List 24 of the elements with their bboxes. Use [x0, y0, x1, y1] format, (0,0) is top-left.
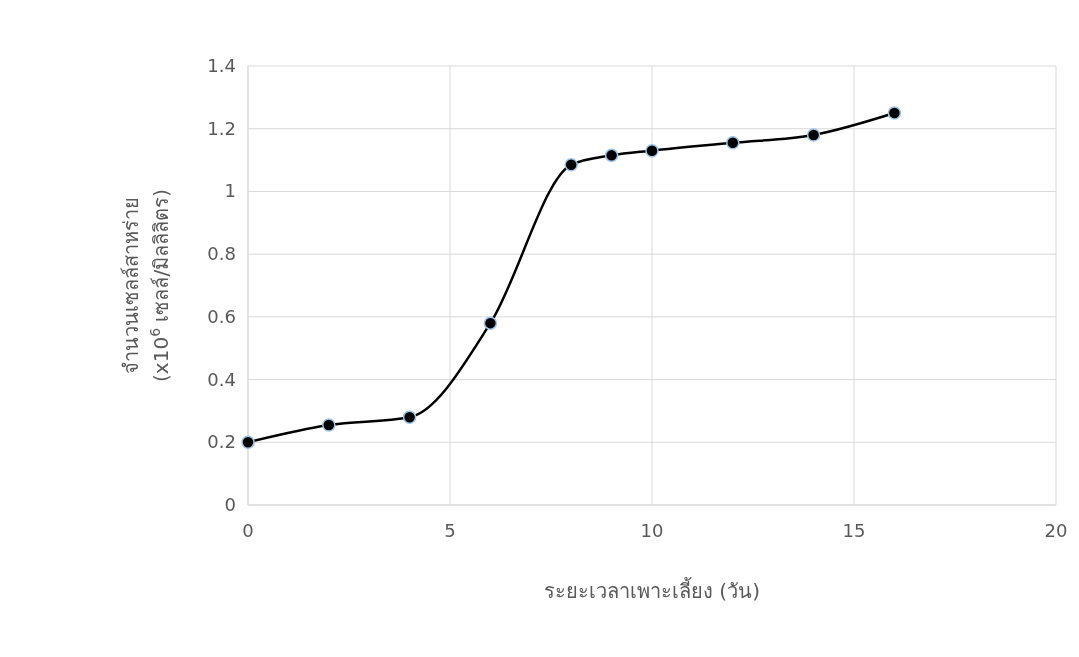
point	[806, 128, 821, 142]
point	[726, 136, 740, 150]
x-tick-label: 15	[842, 520, 866, 541]
y-tick-label: 1.2	[207, 117, 236, 139]
point	[402, 410, 417, 424]
point	[241, 435, 255, 450]
y-tick-label: 1	[224, 180, 236, 202]
point	[645, 143, 659, 158]
y-tick-label: 0.4	[207, 368, 236, 390]
x-axis-title: ระยะเวลาเพาะเลี้ยง (วัน)	[544, 577, 760, 603]
y-tick-label: 0.6	[207, 305, 236, 327]
y-tick-label: 0.8	[207, 243, 236, 265]
x-tick-label: 10	[640, 520, 664, 541]
point	[604, 148, 619, 163]
x-tick-label: 0	[242, 520, 254, 541]
point	[483, 316, 498, 330]
x-tick-label: 5	[444, 520, 456, 541]
y-tick-label: 0.2	[207, 431, 236, 453]
x-tick-label: 20	[1044, 520, 1068, 541]
y-tick-label: 0	[224, 494, 236, 515]
point	[564, 158, 578, 172]
point	[887, 106, 902, 120]
y-tick-label: 1.4	[207, 55, 236, 76]
point	[322, 418, 336, 432]
